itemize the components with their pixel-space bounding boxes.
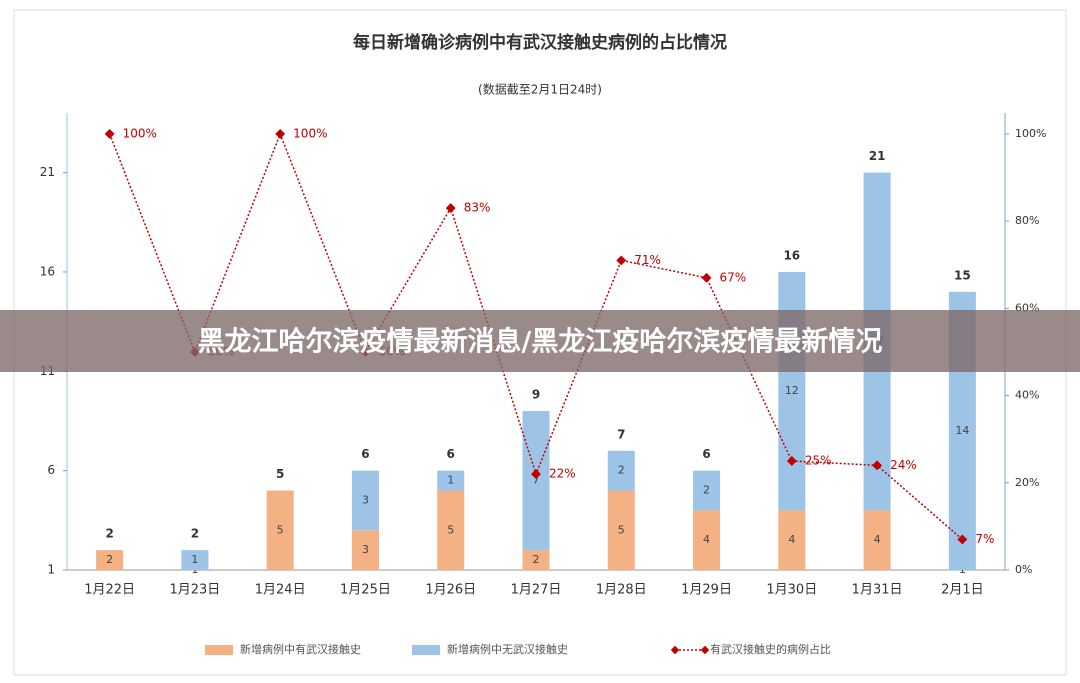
y-tick-label: 16 <box>40 264 55 278</box>
bar-segment <box>522 550 550 570</box>
y2-tick-label: 80% <box>1015 214 1039 227</box>
segment-label: 1 <box>191 553 198 566</box>
y-tick-label: 1 <box>47 563 55 577</box>
bar-segment <box>522 411 550 551</box>
y2-tick-label: 40% <box>1015 389 1039 402</box>
bar-segment <box>351 470 379 531</box>
segment-label: 2 <box>533 553 540 566</box>
line-marker <box>445 203 456 214</box>
segment-label: 4 <box>788 533 795 546</box>
segment-label: 7 <box>533 474 540 487</box>
chart-title: 每日新增确诊病例中有武汉接触史病例的占比情况 <box>353 32 727 53</box>
total-label: 15 <box>954 268 971 282</box>
total-label: 2 <box>191 527 199 541</box>
line-marker <box>616 255 627 266</box>
y2-tick-label: 0% <box>1015 563 1032 576</box>
total-label: 6 <box>447 447 455 461</box>
total-label: 7 <box>617 427 625 441</box>
x-tick-label: 1月23日 <box>169 583 220 598</box>
line-marker <box>531 469 541 480</box>
legend-swatch <box>205 645 233 655</box>
y-tick-label: 6 <box>47 463 55 477</box>
line-label: 100% <box>293 126 327 140</box>
line-marker <box>786 456 797 466</box>
total-label: 6 <box>702 447 710 461</box>
line-label: 83% <box>464 201 491 215</box>
segment-label: 2 <box>106 553 113 566</box>
segment-label: 5 <box>618 523 625 536</box>
x-tick-label: 2月1日 <box>941 583 984 598</box>
x-tick-label: 1月26日 <box>425 583 476 598</box>
x-tick-label: 1月28日 <box>596 583 647 598</box>
x-tick-label: 1月22日 <box>84 583 135 598</box>
line-marker <box>104 128 115 139</box>
segment-label: 1 <box>447 474 454 487</box>
total-label: 21 <box>869 149 886 163</box>
total-label: 9 <box>532 388 540 402</box>
total-label: 6 <box>361 447 369 461</box>
y2-tick-label: 20% <box>1015 476 1039 489</box>
segment-label: 12 <box>785 384 799 397</box>
segment-label: 4 <box>874 533 881 546</box>
banner-text: 黑龙江哈尔滨疫情最新消息/黑龙江疫哈尔滨疫情最新情况 <box>198 326 883 358</box>
line-label: 22% <box>549 467 576 481</box>
line-marker <box>275 128 286 139</box>
segment-label: 2 <box>703 484 710 497</box>
segment-label: 14 <box>955 424 969 437</box>
line-label: 67% <box>720 270 747 284</box>
line-label: 25% <box>805 453 832 467</box>
total-label: 2 <box>105 527 113 541</box>
chart-subtitle: (数据截至2月1日24时) <box>478 82 602 97</box>
bar-segment <box>607 450 635 491</box>
bar-segment <box>266 490 294 570</box>
bar-segment <box>181 550 209 570</box>
bar-segment <box>693 510 721 570</box>
bar-segment <box>863 510 891 570</box>
x-tick-label: 1月31日 <box>852 583 903 598</box>
bar-segment <box>96 550 124 570</box>
segment-label: 3 <box>362 543 369 556</box>
segment-label: 3 <box>362 493 369 506</box>
line-marker <box>872 460 883 471</box>
banner <box>0 310 1080 372</box>
legend-label: 新增病例中无武汉接触史 <box>447 642 568 656</box>
x-tick-label: 1月25日 <box>340 583 391 598</box>
legend-marker <box>700 645 710 655</box>
total-label: 16 <box>783 248 800 262</box>
x-tick-label: 1月29日 <box>681 583 732 598</box>
line-label: 24% <box>890 458 917 472</box>
y-tick-label: 21 <box>40 165 55 179</box>
legend-label: 有武汉接触史的病例占比 <box>710 642 831 656</box>
bar-segment <box>351 530 379 570</box>
line-label: 71% <box>634 253 661 267</box>
x-tick-label: 1月24日 <box>255 583 306 598</box>
bar-segment <box>607 490 635 570</box>
x-tick-label: 1月30日 <box>766 583 817 598</box>
line-label: 100% <box>123 126 157 140</box>
x-tick-label: 1月27日 <box>511 583 562 598</box>
legend-marker <box>670 645 680 655</box>
line-label: 7% <box>975 532 994 546</box>
segment-label: 4 <box>703 533 710 546</box>
segment-label: 5 <box>277 523 284 536</box>
y2-tick-label: 100% <box>1015 127 1046 140</box>
line-marker <box>957 534 968 545</box>
bar-segment <box>437 470 465 491</box>
line-marker <box>701 272 712 283</box>
legend-label: 新增病例中有武汉接触史 <box>240 642 361 656</box>
total-label: 5 <box>276 467 284 481</box>
segment-label: 2 <box>618 464 625 477</box>
bar-segment <box>778 510 806 570</box>
bar-segment <box>693 470 721 511</box>
segment-label: 5 <box>447 523 454 536</box>
legend-swatch <box>412 645 440 655</box>
bar-segment <box>437 490 465 570</box>
